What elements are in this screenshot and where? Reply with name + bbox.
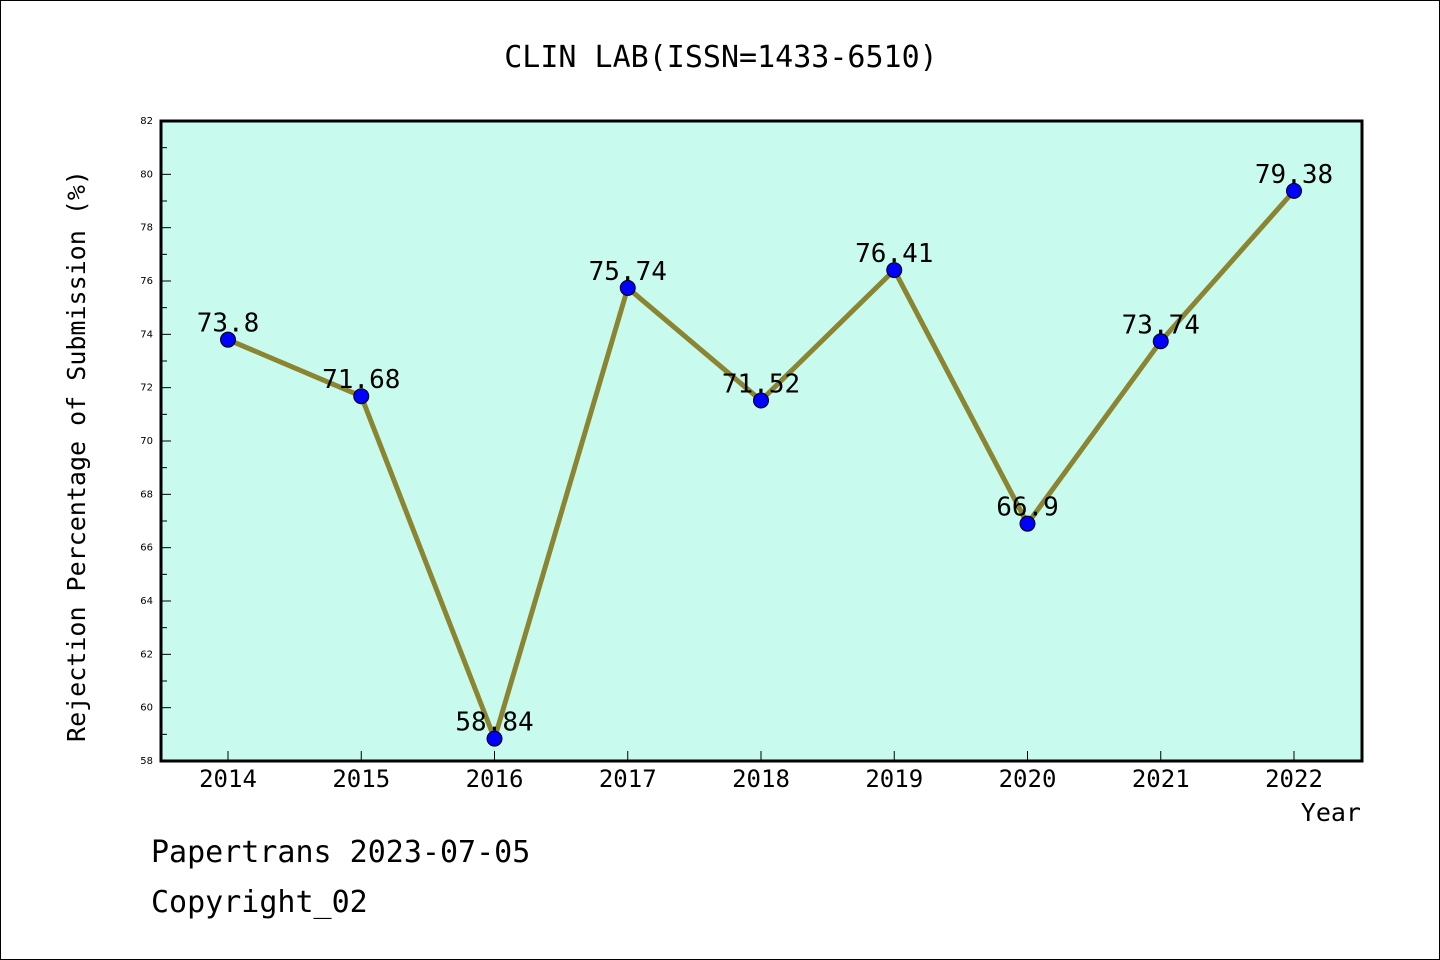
data-point — [353, 388, 370, 405]
y-tick-label: 82 — [140, 116, 153, 127]
data-point — [1286, 182, 1302, 199]
chart-title: CLIN LAB(ISSN=1433-6510) — [504, 40, 937, 75]
data-label: 79.38 — [1255, 160, 1333, 190]
data-point — [619, 279, 636, 296]
y-tick-label: 70 — [140, 436, 153, 447]
x-tick-label: 2018 — [732, 765, 790, 793]
data-label: 71.52 — [722, 369, 800, 399]
y-tick-label: 62 — [140, 649, 153, 660]
footer-copyright: Copyright_02 — [151, 885, 368, 920]
y-tick-label: 60 — [140, 703, 153, 714]
plot-area — [159, 119, 1364, 763]
data-point — [486, 730, 503, 747]
y-tick-label: 72 — [140, 383, 153, 394]
data-point — [220, 331, 236, 348]
data-label: 73.8 — [197, 309, 260, 339]
y-tick-label: 74 — [140, 329, 153, 340]
x-axis-ticks: 2014 2015 2016 2017 2018 2019 2020 2021 2022 — [199, 751, 1323, 793]
y-axis-ticks: 58 60 62 64 66 68 70 72 74 76 78 80 82 — [140, 116, 171, 767]
y-tick-label: 76 — [140, 276, 153, 287]
data-point — [1152, 333, 1169, 350]
data-label: 71.68 — [322, 365, 400, 395]
data-label: 73.74 — [1122, 310, 1200, 340]
data-labels-group: 73.8 71.68 58.84 75.74 71.52 76.41 66.9 73.74 79… — [197, 160, 1333, 738]
data-point — [886, 262, 903, 279]
x-tick-label: 2019 — [865, 765, 923, 793]
y-tick-label: 64 — [140, 596, 153, 607]
x-axis-label: Year — [1301, 798, 1361, 827]
data-label: 58.84 — [455, 708, 533, 738]
y-tick-label: 68 — [140, 489, 153, 500]
y-tick-label: 66 — [140, 543, 153, 554]
x-tick-label: 2021 — [1132, 765, 1190, 793]
data-label: 66.9 — [996, 493, 1059, 523]
x-tick-label: 2022 — [1265, 765, 1323, 793]
x-tick-label: 2014 — [199, 765, 257, 793]
x-tick-label: 2016 — [466, 765, 524, 793]
x-tick-label: 2017 — [599, 765, 657, 793]
y-axis-label: Rejection Percentage of Submission (%) — [62, 170, 91, 742]
data-points-group — [220, 182, 1302, 747]
x-tick-label: 2020 — [999, 765, 1057, 793]
data-label: 75.74 — [589, 257, 667, 287]
data-label: 76.41 — [855, 239, 933, 269]
footer-date: Papertrans 2023-07-05 — [151, 835, 531, 870]
data-point — [753, 392, 769, 409]
x-tick-label: 2015 — [332, 765, 390, 793]
y-tick-label: 80 — [140, 169, 153, 180]
y-tick-label: 78 — [140, 223, 153, 234]
data-point — [1019, 515, 1036, 532]
y-tick-label: 58 — [140, 756, 153, 767]
